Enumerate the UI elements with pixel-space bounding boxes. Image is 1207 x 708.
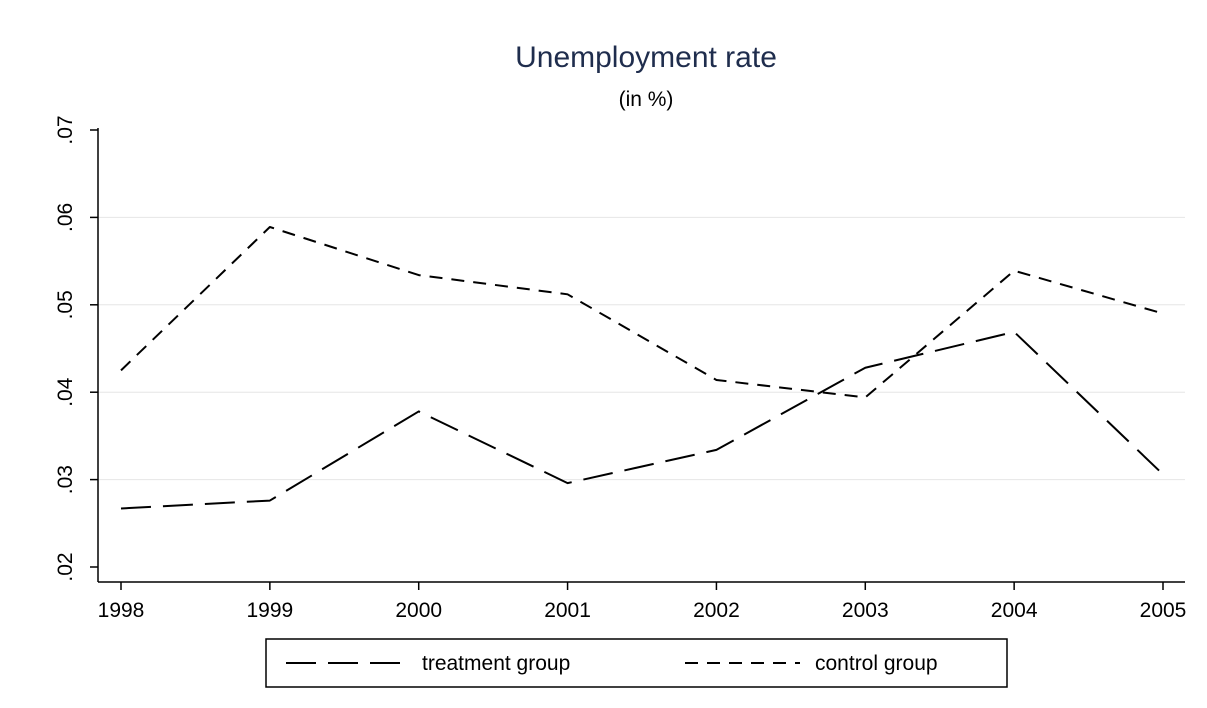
x-tick-label: 2005 [1140,599,1187,622]
legend-label-control: control group [815,652,938,675]
series-layer [120,226,1164,510]
x-tick-label: 2003 [842,599,889,622]
chart-title: Unemployment rate [515,41,777,74]
legend-label-treatment: treatment group [422,652,570,675]
grid-lines [98,216,1185,481]
series-line-treatment [120,330,1164,510]
x-tick-label: 1998 [98,599,145,622]
chart-subtitle: (in %) [619,88,674,111]
x-tick-label: 2004 [991,599,1038,622]
y-tick-label: .03 [54,465,77,494]
y-tick-label: .06 [54,203,77,232]
y-tick-label: .05 [54,290,77,319]
series-line-control [120,226,1164,399]
y-axis-ticks: .02 .03 .04 .05 .06 .07 [54,115,98,582]
x-tick-label: 1999 [246,599,293,622]
y-tick-label: .02 [54,552,77,581]
x-tick-label: 2000 [395,599,442,622]
y-tick-label: .04 [54,377,77,407]
y-tick-label: .07 [54,115,77,144]
x-tick-label: 2002 [693,599,740,622]
x-tick-label: 2001 [544,599,591,622]
x-axis-ticks: 1998 1999 2000 2001 2002 2003 2004 2005 [98,582,1187,622]
axes [97,128,1185,583]
legend: treatment group control group [265,638,1008,688]
